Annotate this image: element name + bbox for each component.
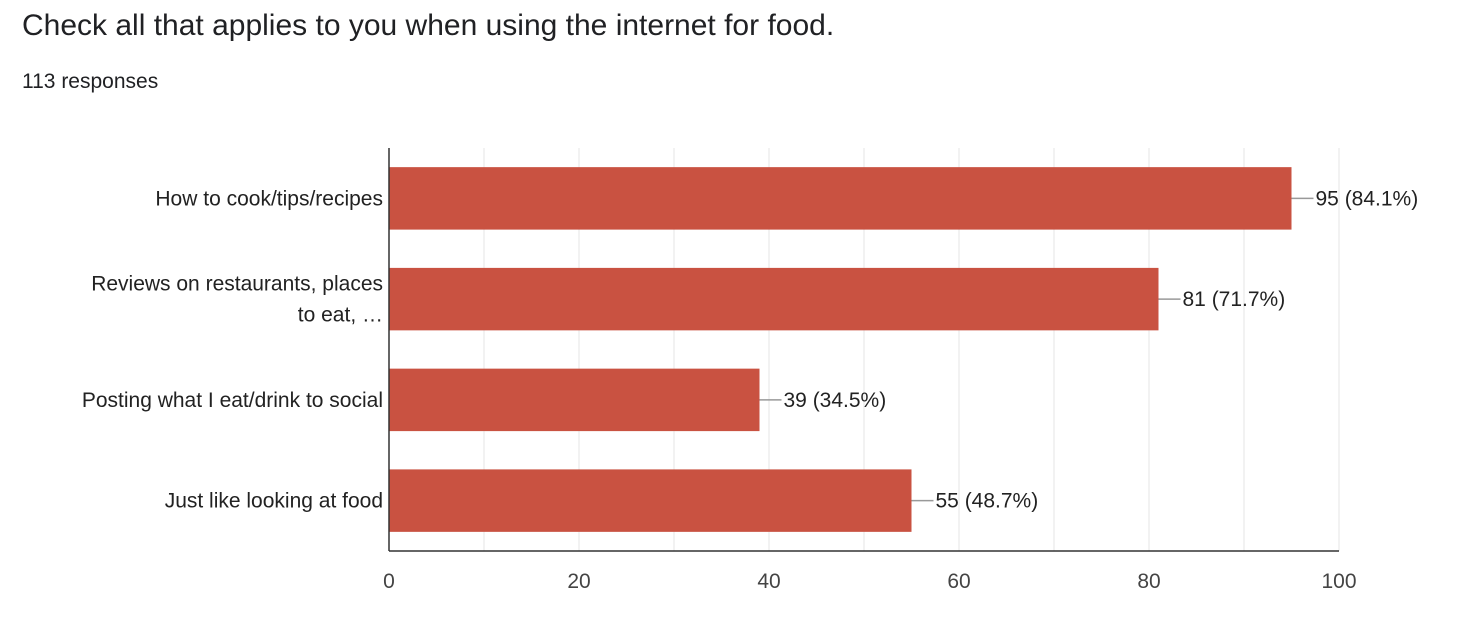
- bars: [389, 167, 1292, 532]
- data-label: 95 (84.1%): [1316, 187, 1419, 210]
- category-label: Just like looking at food: [165, 490, 383, 513]
- category-label: Posting what I eat/drink to social: [82, 389, 383, 412]
- labels: 95 (84.1%) How to cook/tips/recipes 81 (71…: [82, 187, 1418, 512]
- bar: [389, 267, 1159, 331]
- data-label: 81 (71.7%): [1183, 288, 1286, 311]
- category-label: to eat, …: [298, 304, 383, 327]
- x-tick-label: 60: [947, 570, 970, 593]
- data-label: 55 (48.7%): [936, 490, 1039, 513]
- x-tick-label: 80: [1137, 570, 1160, 593]
- response-count: 113 responses: [22, 70, 159, 93]
- data-label: 39 (34.5%): [784, 389, 887, 412]
- axes: 0 20 40 60 80 100: [383, 148, 1357, 593]
- category-label: Reviews on restaurants, places: [91, 273, 383, 296]
- bar: [389, 167, 1292, 230]
- category-label: How to cook/tips/recipes: [155, 187, 383, 210]
- bar: [389, 469, 912, 532]
- x-tick-label: 20: [567, 570, 590, 593]
- x-tick-label: 40: [757, 570, 780, 593]
- bar: [389, 368, 760, 432]
- x-tick-label: 0: [383, 570, 395, 593]
- chart-title: Check all that applies to you when using…: [22, 9, 835, 42]
- x-tick-label: 100: [1321, 570, 1356, 593]
